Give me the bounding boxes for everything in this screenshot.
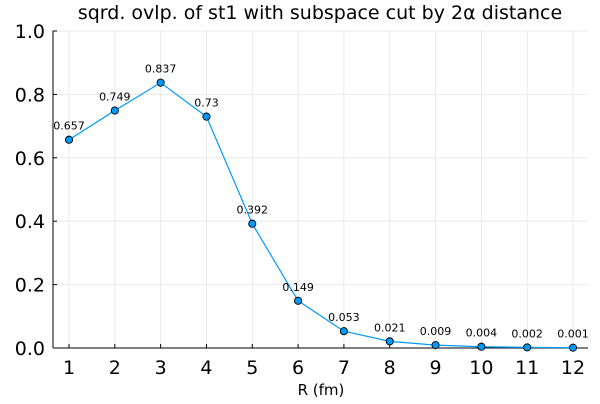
data-label-4: 0.73 — [194, 97, 219, 110]
data-label-2: 0.749 — [99, 91, 131, 104]
series-line-0 — [68, 81, 574, 349]
y-tick-label-0.0: 0.0 — [15, 338, 45, 360]
x-tick-label-1: 1 — [63, 357, 75, 379]
x-tick-label-4: 4 — [200, 357, 212, 379]
chart-title: sqrd. ovlp. of st1 with subspace cut by … — [78, 2, 562, 24]
data-label-3: 0.837 — [145, 63, 177, 76]
y-tick-label-1.0: 1.0 — [15, 21, 45, 43]
data-label-12: 0.001 — [557, 328, 589, 341]
y-tick-label-0.4: 0.4 — [15, 211, 45, 233]
data-point-12 — [568, 343, 578, 352]
data-label-5: 0.392 — [237, 204, 269, 217]
data-label-11: 0.002 — [511, 327, 543, 340]
data-labels: 0.657 0.749 0.837 0.73 0.392 0.149 0.053 0.021 0… — [53, 63, 589, 341]
x-tick-label-9: 9 — [429, 357, 441, 379]
data-point-10 — [477, 342, 486, 351]
y-tick-label-0.2: 0.2 — [15, 275, 45, 297]
x-tick-label-8: 8 — [384, 357, 396, 379]
tick-labels: 1 2 3 4 5 6 7 8 9 10 11 120.00.20.40.60.81.0 — [15, 21, 585, 379]
grid-lines — [53, 30, 588, 349]
data-label-8: 0.021 — [374, 321, 406, 334]
data-point-2 — [110, 106, 119, 115]
y-tick-label-0.8: 0.8 — [15, 84, 45, 106]
x-tick-label-3: 3 — [155, 357, 167, 379]
data-label-7: 0.053 — [328, 311, 360, 324]
data-point-3 — [156, 78, 165, 87]
x-tick-label-6: 6 — [292, 357, 304, 379]
axes — [52, 30, 588, 349]
data-point-8 — [385, 337, 394, 346]
x-tick-label-12: 12 — [561, 357, 585, 379]
data-point-1 — [64, 135, 74, 144]
data-label-10: 0.004 — [466, 327, 498, 340]
x-tick-label-11: 11 — [515, 357, 539, 379]
y-tick-label-0.6: 0.6 — [15, 148, 45, 170]
data-point-7 — [339, 327, 348, 336]
x-tick-label-7: 7 — [338, 357, 350, 379]
data-label-9: 0.009 — [420, 325, 452, 338]
x-tick-label-5: 5 — [246, 357, 258, 379]
x-tick-label-10: 10 — [469, 357, 493, 379]
x-tick-label-2: 2 — [109, 357, 121, 379]
data-point-6 — [294, 296, 303, 305]
data-label-6: 0.149 — [282, 281, 314, 294]
series — [64, 78, 578, 352]
data-label-1: 0.657 — [53, 120, 85, 133]
data-point-4 — [202, 112, 211, 121]
data-point-11 — [523, 343, 532, 352]
data-point-5 — [248, 219, 257, 228]
x-axis-label: R (fm) — [298, 381, 345, 399]
data-point-9 — [431, 341, 440, 350]
